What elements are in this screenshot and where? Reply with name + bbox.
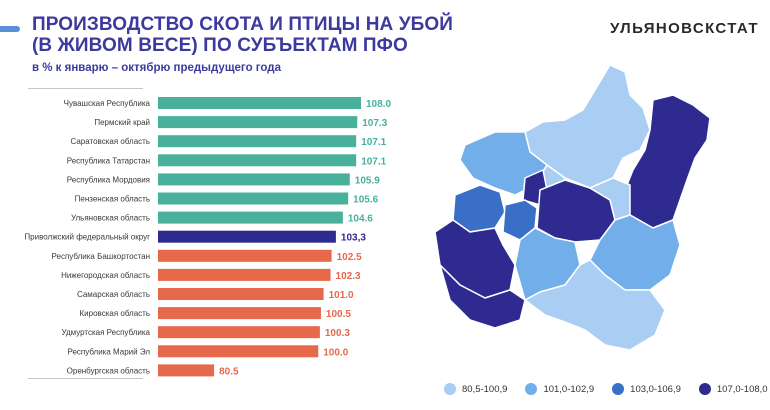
legend-label-4: 107,0-108,0 (716, 383, 768, 395)
bar (158, 173, 350, 186)
category-label: Республика Татарстан (67, 156, 150, 165)
bar (158, 135, 357, 148)
chart-top-divider (28, 88, 143, 89)
category-label: Пермский край (94, 118, 150, 127)
map-region-kirov (524, 64, 651, 189)
bar (158, 230, 336, 243)
category-label: Самарская область (77, 290, 150, 299)
legend-label-2: 101,0-102,9 (543, 383, 595, 395)
bar (158, 364, 215, 377)
value-label: 100.5 (326, 309, 351, 320)
bar (158, 345, 319, 358)
bar (158, 192, 349, 205)
category-label: Приволжский федеральный округ (24, 233, 150, 242)
title-line-1: ПРОИЗВОДСТВО СКОТА И ПТИЦЫ НА УБОЙ (32, 14, 454, 35)
category-label: Удмуртская Республика (62, 328, 151, 337)
value-label: 105.9 (355, 175, 380, 186)
category-label: Нижегородская область (61, 271, 150, 280)
category-label: Кировская область (80, 309, 151, 318)
bar (158, 116, 358, 129)
bar (158, 211, 343, 224)
value-label: 100.0 (323, 347, 348, 358)
value-label: 102.3 (336, 271, 361, 282)
map-region-perm (624, 94, 711, 229)
page-title: ПРОИЗВОДСТВО СКОТА И ПТИЦЫ НА УБОЙ (В ЖИ… (32, 14, 454, 56)
legend-dot-dark (698, 383, 711, 395)
bar (158, 249, 332, 262)
value-label: 104.6 (348, 214, 373, 225)
legend-dot-medium (525, 383, 538, 395)
bar (158, 288, 324, 300)
value-label: 100.3 (325, 328, 350, 339)
legend-item-1: 80,5-100,9 (444, 383, 507, 395)
bar (158, 97, 361, 109)
volga-district-map (434, 64, 711, 351)
value-label: 107.3 (362, 118, 387, 129)
value-label: 107.1 (361, 137, 386, 148)
category-label: Оренбургская область (67, 366, 150, 375)
title-accent-bar (0, 26, 20, 32)
value-label: 105.6 (353, 195, 378, 206)
legend-item-4: 107,0-108,0 (698, 383, 768, 395)
value-label: 101.0 (329, 290, 354, 301)
legend-dot-blue (612, 383, 625, 395)
bar-chart: Чувашская Республика 108.0 Пермский край 10… (24, 97, 391, 377)
category-label: Чувашская Республика (64, 99, 151, 108)
legend-label-1: 80,5-100,9 (462, 383, 508, 395)
category-label: Саратовская область (70, 137, 150, 146)
map-legend: 80,5-100,9 101,0-102,9 103,0-106,9 107,0… (444, 383, 770, 395)
map-region-saratov (439, 264, 526, 329)
legend-item-3: 103,0-106,9 (612, 383, 681, 395)
category-label: Ульяновская область (71, 214, 150, 223)
value-label: 80.5 (219, 366, 239, 377)
category-label: Республика Мордовия (67, 175, 150, 184)
value-label: 103,3 (341, 233, 366, 244)
legend-item-2: 101,0-102,9 (525, 383, 594, 395)
brand-logo-text: УЛЬЯНОВСКСТАТ (610, 20, 759, 37)
chart-bottom-divider (28, 378, 143, 379)
category-label: Республика Башкортостан (52, 252, 150, 261)
page-subtitle: в % к январю – октябрю предыдущего года (32, 62, 281, 74)
bar (158, 154, 357, 167)
category-label: Республика Марий Эл (67, 347, 150, 356)
legend-label-3: 103,0-106,9 (630, 383, 681, 395)
bar (158, 268, 331, 281)
legend-dot-light (444, 383, 456, 395)
bar (158, 307, 321, 320)
value-label: 107.1 (361, 156, 386, 167)
title-line-2: (В ЖИВОМ ВЕСЕ) ПО СУБЪЕКТАМ ПФО (32, 35, 408, 56)
category-label: Пензенская область (75, 195, 150, 204)
value-label: 102.5 (337, 252, 362, 263)
value-label: 108.0 (366, 99, 391, 110)
bar (158, 326, 320, 339)
map-region-orenburg (524, 259, 666, 351)
